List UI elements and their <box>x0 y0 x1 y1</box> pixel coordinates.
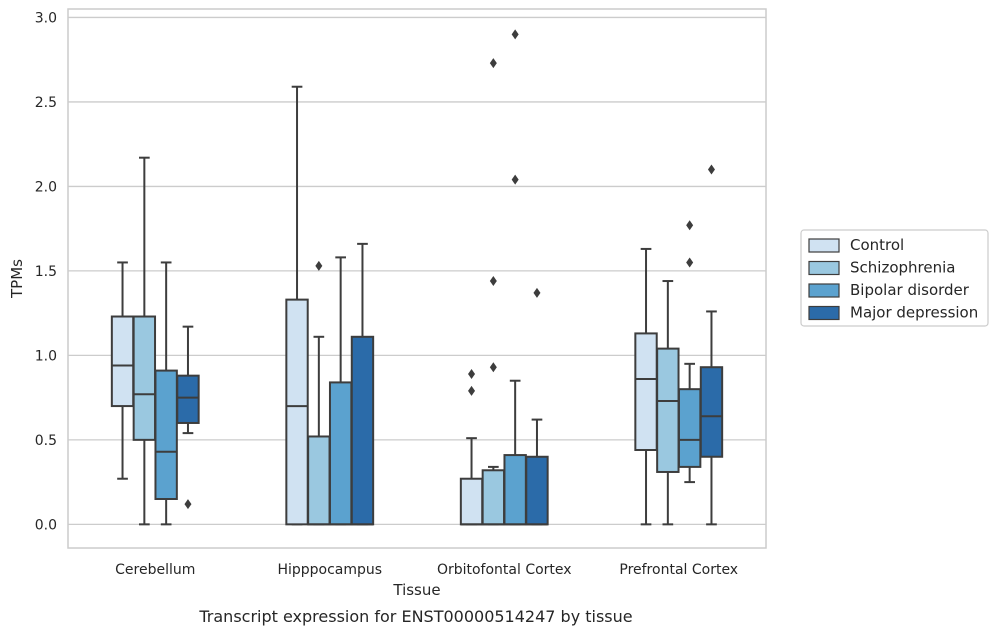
y-axis-ticks: 0.0 0.5 1.0 1.5 2.0 2.5 3.0 <box>35 10 57 533</box>
box-body <box>132 315 157 441</box>
box-major-depression <box>525 287 549 526</box>
y-tick-label: 2.0 <box>35 179 57 195</box>
box-body <box>677 388 702 468</box>
legend-label: Major depression <box>850 304 978 322</box>
y-tick-label: 3.0 <box>35 10 57 26</box>
box-major-depression <box>699 164 724 526</box>
box-bipolar-disorder <box>503 29 527 526</box>
x-axis-label: Tissue <box>392 581 440 599</box>
box-schizophrenia <box>132 156 157 526</box>
box-schizophrenia <box>481 58 506 526</box>
outlier-point <box>686 220 694 231</box>
box-body <box>328 381 353 526</box>
y-tick-label: 0.0 <box>35 517 57 533</box>
outlier-point <box>686 257 694 268</box>
legend-label: Bipolar disorder <box>850 281 970 299</box>
box-control <box>110 261 135 480</box>
outlier-point <box>184 499 192 510</box>
box-body <box>481 469 506 526</box>
x-axis-ticks: Cerebellum Hipppocampus Orbitofontal Corte… <box>115 562 738 578</box>
x-tick-label: Prefrontal Cortex <box>619 562 738 578</box>
box-body <box>525 455 549 526</box>
box-body <box>699 366 724 458</box>
outlier-point <box>511 174 519 185</box>
outlier-point <box>489 276 497 287</box>
box-body <box>285 298 309 526</box>
outlier-point <box>489 58 497 69</box>
grid-lines <box>68 16 766 525</box>
y-tick-label: 0.5 <box>35 433 57 449</box>
box-body <box>350 335 375 526</box>
x-tick-label: Hipppocampus <box>277 562 382 578</box>
chart-caption: Transcript expression for ENST0000051424… <box>198 607 632 626</box>
box-bipolar-disorder <box>677 220 702 484</box>
box-plot-area <box>110 29 724 526</box>
box-body <box>656 347 680 473</box>
legend-swatch <box>808 305 840 321</box>
legend-frame <box>800 229 989 327</box>
x-tick-label: Orbitofontal Cortex <box>437 562 572 578</box>
y-axis-label: TPMs <box>8 259 26 299</box>
outlier-point <box>468 385 476 396</box>
outlier-point <box>533 287 541 298</box>
box-body <box>176 374 200 424</box>
box-body <box>110 315 135 408</box>
box-schizophrenia <box>307 260 331 526</box>
box-body <box>307 435 331 526</box>
legend-label: Control <box>850 236 904 254</box>
box-major-depression <box>350 242 375 526</box>
y-tick-label: 1.5 <box>35 264 57 280</box>
box-control <box>459 368 484 526</box>
box-bipolar-disorder <box>328 256 353 526</box>
box-bipolar-disorder <box>154 261 178 526</box>
outlier-point <box>315 260 323 271</box>
plot-frame <box>67 8 767 549</box>
box-control <box>285 85 309 526</box>
legend: Control Schizophrenia Bipolar disorder Majo… <box>800 229 989 327</box>
legend-swatch <box>808 238 840 253</box>
legend-label: Schizophrenia <box>850 259 955 277</box>
box-schizophrenia <box>656 280 680 526</box>
x-tick-label: Cerebellum <box>115 562 195 578</box>
legend-swatch <box>808 260 840 276</box>
y-tick-label: 2.5 <box>35 95 57 111</box>
box-body <box>459 477 484 526</box>
outlier-point <box>511 29 519 40</box>
y-tick-label: 1.0 <box>35 348 57 364</box>
box-major-depression <box>176 325 200 510</box>
box-body <box>154 369 178 500</box>
outlier-point <box>468 368 476 379</box>
outlier-point <box>707 164 715 175</box>
outlier-point <box>489 362 497 373</box>
box-body <box>503 454 527 526</box>
legend-swatch <box>808 283 840 298</box>
box-body <box>634 332 658 451</box>
box-control <box>634 247 658 526</box>
